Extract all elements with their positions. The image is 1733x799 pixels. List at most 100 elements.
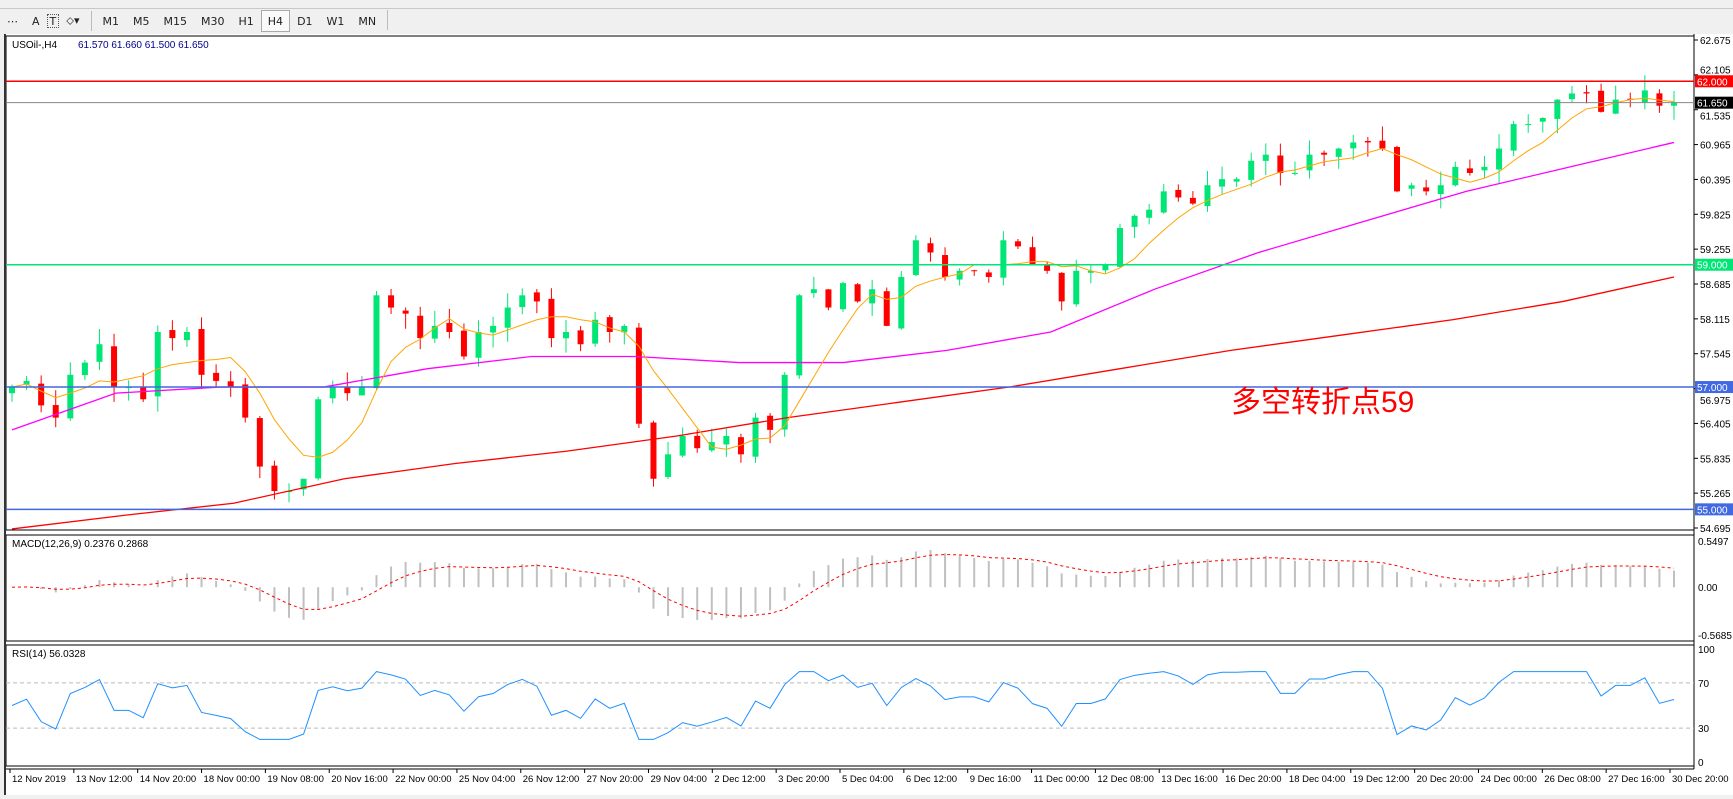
level-badge <box>1695 381 1733 394</box>
chart-window[interactable]: 62.675 62.105 61.535 60.965 60.395 59.825 59.2… <box>4 34 1733 795</box>
candle-body <box>563 332 569 339</box>
chart-canvas[interactable]: 62.675 62.105 61.535 60.965 60.395 59.825 59.2… <box>5 34 1733 795</box>
candle-body <box>767 415 774 430</box>
candle-body <box>373 295 380 389</box>
level-badge-label: 55.000 <box>1697 505 1728 516</box>
candle-body <box>1175 189 1182 198</box>
time-tick-label: 27 Nov 20:00 <box>587 774 644 785</box>
candle-body <box>1014 241 1021 247</box>
candle-body <box>1219 179 1226 187</box>
rsi-line <box>11 671 1675 740</box>
candle-body <box>1583 92 1590 94</box>
candle-body <box>402 310 409 314</box>
candle-body <box>242 384 249 418</box>
candle-body <box>1656 93 1663 106</box>
price-tick-label: 56.975 <box>1700 396 1731 407</box>
candle-body <box>154 332 161 397</box>
candle-body <box>927 243 934 253</box>
price-tick-label: 55.265 <box>1700 489 1731 500</box>
macd-tick-label: 0.5497 <box>1698 537 1729 548</box>
candle-body <box>1394 147 1400 192</box>
timeframe-m5[interactable]: M5 <box>133 14 150 28</box>
timeframe-d1[interactable]: D1 <box>297 14 313 28</box>
candle-body <box>1525 124 1532 126</box>
candle-body <box>679 435 686 456</box>
time-tick-label: 25 Nov 04:00 <box>459 774 516 785</box>
rsi-tick-label: 100 <box>1698 645 1715 656</box>
candle-body <box>635 327 642 424</box>
candle-body <box>1568 93 1575 100</box>
candle-body <box>431 325 438 339</box>
level-badge-label: 57.000 <box>1697 383 1728 394</box>
candle-body <box>1044 264 1051 271</box>
price-tick-label: 62.675 <box>1700 36 1731 47</box>
timeframe-h4[interactable]: H4 <box>260 10 291 32</box>
price-tick-label: 59.255 <box>1700 245 1731 256</box>
candle-body <box>1671 102 1677 106</box>
level-badge <box>1695 503 1733 516</box>
candle-body <box>1102 264 1109 271</box>
candle-body <box>1233 179 1240 182</box>
candle-body <box>577 330 584 345</box>
candle-body <box>388 295 395 308</box>
candle-body <box>1408 185 1415 189</box>
price-tick-label: 60.395 <box>1700 175 1731 186</box>
time-tick-label: 13 Nov 12:00 <box>76 774 133 785</box>
candle-body <box>1248 160 1255 180</box>
time-tick-label: 22 Nov 00:00 <box>395 774 452 785</box>
timeframe-w1[interactable]: W1 <box>326 14 345 28</box>
candle-body <box>329 387 336 399</box>
candle-body <box>446 322 453 333</box>
ohlc-readout: 61.570 61.660 61.500 61.650 <box>78 40 209 51</box>
rsi-tick-label: 30 <box>1698 724 1710 735</box>
candle-body <box>1496 148 1503 170</box>
candle-body <box>358 387 365 396</box>
candle-body <box>96 344 103 362</box>
candle-body <box>38 383 45 406</box>
candle-body <box>621 325 628 333</box>
timeframe-mn[interactable]: MN <box>358 14 377 28</box>
candle-body <box>1029 247 1036 265</box>
candle-body <box>898 276 905 329</box>
text-tool-button[interactable]: A <box>32 14 40 28</box>
time-tick-label: 6 Dec 12:00 <box>906 774 957 785</box>
toolbar-divider <box>90 11 92 31</box>
time-tick-label: 19 Dec 12:00 <box>1353 774 1410 785</box>
candle-body <box>796 295 803 376</box>
candle-body <box>650 422 657 479</box>
timeframe-m30[interactable]: M30 <box>201 14 225 28</box>
candle-body <box>417 315 424 339</box>
candle-body <box>198 328 205 375</box>
time-tick-label: 27 Dec 16:00 <box>1608 774 1665 785</box>
toolbar-divider <box>387 10 389 30</box>
time-tick-label: 20 Nov 16:00 <box>331 774 388 785</box>
time-tick-label: 5 Dec 04:00 <box>842 774 893 785</box>
candle-body <box>1306 154 1313 171</box>
toolbar: ⋯ A T ⬦▾ M1 M5 M15 M30 H1 H4 D1 W1 MN <box>0 9 1733 33</box>
grid-tool-icon[interactable]: ⋯ <box>7 14 18 28</box>
price-tick-label: 61.535 <box>1700 112 1731 123</box>
time-tick-label: 9 Dec 16:00 <box>970 774 1021 785</box>
label-tool-button[interactable]: T <box>46 14 60 28</box>
level-badge <box>1695 96 1733 109</box>
time-tick-label: 24 Dec 00:00 <box>1480 774 1537 785</box>
time-tick-label: 12 Dec 08:00 <box>1097 774 1154 785</box>
price-tick-label: 57.545 <box>1700 350 1731 361</box>
price-tick-label: 58.685 <box>1700 280 1731 291</box>
candle-body <box>490 325 497 333</box>
arrows-tool-icon[interactable]: ⬦▾ <box>66 14 80 27</box>
price-tick-label: 55.835 <box>1700 454 1731 465</box>
candle-body <box>271 465 278 492</box>
timeframe-m15[interactable]: M15 <box>163 14 188 28</box>
candle-body <box>227 381 234 388</box>
candle-body <box>1364 140 1371 143</box>
candle-body <box>52 405 59 418</box>
timeframe-m1[interactable]: M1 <box>102 14 120 28</box>
timeframe-h1[interactable]: H1 <box>238 14 254 28</box>
candle-body <box>1335 148 1342 157</box>
ma-slow-line <box>11 276 1675 530</box>
candle-body <box>1160 191 1167 213</box>
time-tick-label: 13 Dec 16:00 <box>1161 774 1218 785</box>
time-tick-label: 29 Nov 04:00 <box>650 774 707 785</box>
candle-body <box>213 372 220 381</box>
